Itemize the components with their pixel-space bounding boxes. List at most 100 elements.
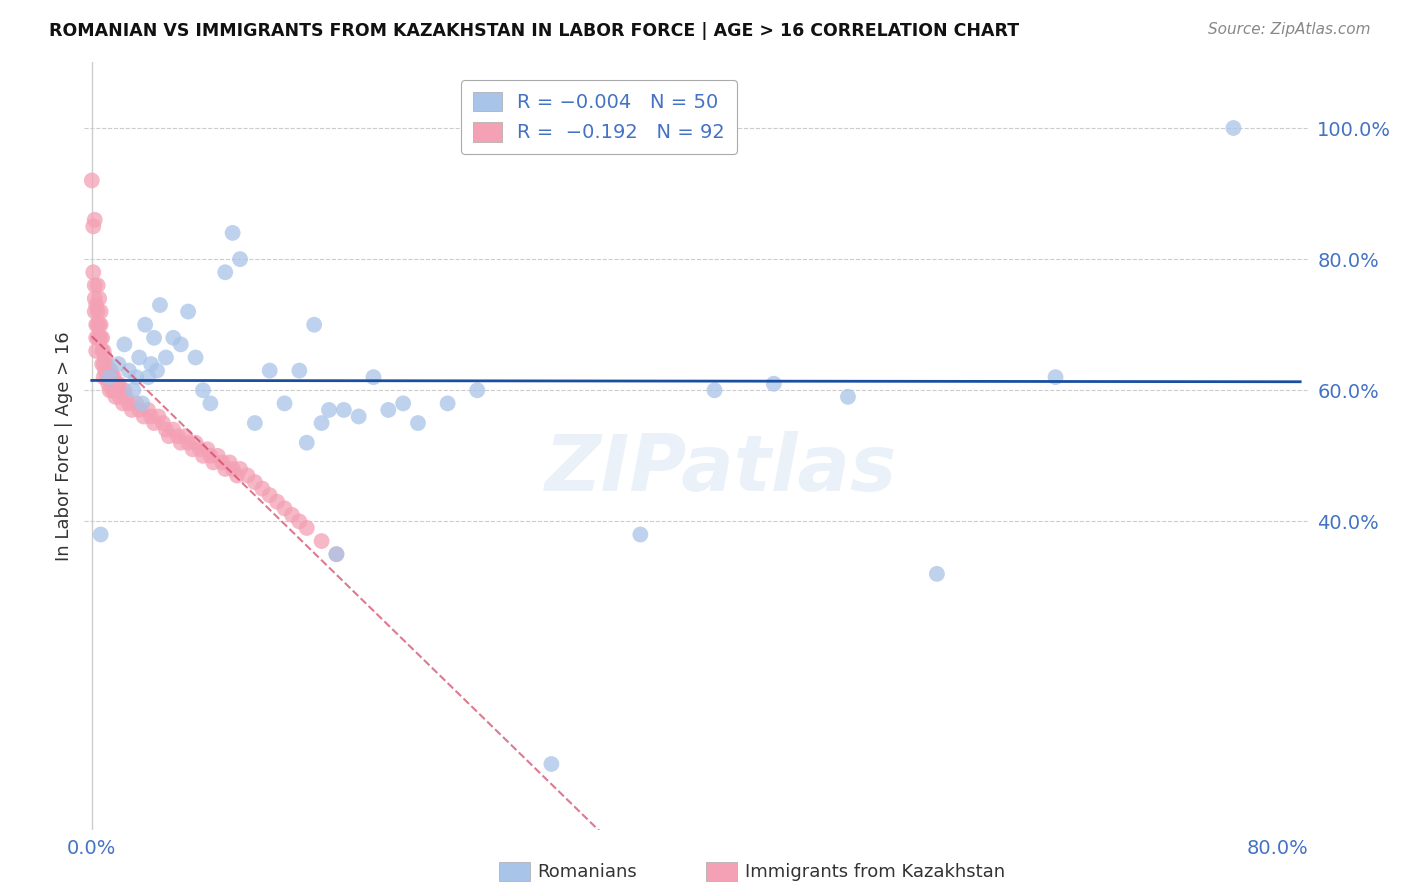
Point — [139, 357, 162, 371]
Point — [98, 370, 121, 384]
Point — [136, 370, 159, 384]
Point — [83, 212, 105, 227]
Point — [200, 396, 222, 410]
Point — [134, 318, 156, 332]
Point — [302, 318, 325, 332]
Point — [174, 429, 197, 443]
Point — [94, 363, 117, 377]
Point — [229, 252, 252, 267]
Point — [96, 370, 118, 384]
Point — [131, 396, 153, 410]
Point — [197, 442, 219, 457]
Point — [89, 331, 111, 345]
Point — [89, 318, 111, 332]
Point — [111, 396, 134, 410]
Point — [155, 351, 177, 365]
Point — [540, 756, 562, 771]
Point — [243, 475, 266, 489]
Point — [84, 343, 107, 358]
Point — [392, 396, 415, 410]
Point — [259, 488, 281, 502]
Point — [108, 390, 131, 404]
Point — [218, 455, 240, 469]
Point — [311, 534, 333, 549]
Point — [115, 390, 138, 404]
Point — [97, 363, 120, 377]
Point — [86, 278, 108, 293]
Text: ROMANIAN VS IMMIGRANTS FROM KAZAKHSTAN IN LABOR FORCE | AGE > 16 CORRELATION CHA: ROMANIAN VS IMMIGRANTS FROM KAZAKHSTAN I… — [49, 22, 1019, 40]
Point — [90, 331, 112, 345]
Point — [181, 442, 204, 457]
Point — [155, 423, 177, 437]
Point — [83, 304, 105, 318]
Text: ZIPatlas: ZIPatlas — [544, 431, 897, 507]
Point — [162, 331, 184, 345]
Point — [259, 363, 281, 377]
Point — [252, 482, 274, 496]
Point — [281, 508, 304, 522]
Point — [162, 423, 184, 437]
Point — [105, 384, 128, 398]
Point — [112, 384, 135, 398]
Point — [207, 449, 229, 463]
Text: Source: ZipAtlas.com: Source: ZipAtlas.com — [1208, 22, 1371, 37]
Point — [139, 409, 162, 424]
Point — [202, 455, 225, 469]
Point — [96, 357, 118, 371]
Point — [311, 416, 333, 430]
Point — [118, 363, 141, 377]
Point — [191, 384, 214, 398]
Point — [347, 409, 370, 424]
Point — [80, 173, 103, 187]
Point — [157, 429, 180, 443]
Point — [221, 226, 243, 240]
Point — [143, 331, 166, 345]
Point — [82, 265, 104, 279]
Point — [148, 409, 170, 424]
Point — [83, 278, 105, 293]
Point — [188, 442, 211, 457]
Point — [93, 343, 115, 358]
Point — [177, 435, 200, 450]
Point — [132, 409, 155, 424]
Point — [90, 304, 112, 318]
Point — [101, 384, 124, 398]
Point — [184, 351, 207, 365]
Point — [273, 396, 295, 410]
Point — [288, 515, 311, 529]
Point — [295, 435, 318, 450]
Point — [377, 403, 399, 417]
Point — [295, 521, 318, 535]
Point — [91, 331, 114, 345]
Point — [136, 403, 159, 417]
Point — [1222, 121, 1244, 136]
Point — [406, 416, 429, 430]
Point — [89, 292, 111, 306]
Point — [121, 403, 143, 417]
Point — [91, 357, 114, 371]
Point — [149, 298, 172, 312]
Point — [184, 435, 207, 450]
Point — [100, 376, 122, 391]
Point — [288, 363, 311, 377]
Point — [177, 304, 200, 318]
Point — [83, 292, 105, 306]
Point — [214, 462, 236, 476]
Point — [143, 416, 166, 430]
Point — [325, 547, 347, 561]
Point — [318, 403, 340, 417]
Point — [170, 337, 193, 351]
Point — [200, 449, 222, 463]
Point — [243, 416, 266, 430]
Point — [214, 265, 236, 279]
Point — [90, 318, 112, 332]
Point — [273, 501, 295, 516]
Point — [110, 384, 132, 398]
Point — [107, 357, 129, 371]
Point — [128, 403, 150, 417]
Point — [1045, 370, 1067, 384]
Point — [84, 331, 107, 345]
Point — [84, 298, 107, 312]
Point — [94, 351, 117, 365]
Point — [103, 370, 125, 384]
